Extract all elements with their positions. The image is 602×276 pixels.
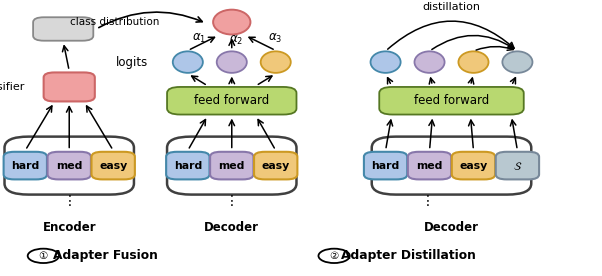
- FancyBboxPatch shape: [371, 137, 531, 195]
- Text: easy: easy: [99, 161, 127, 171]
- Text: hard: hard: [174, 161, 202, 171]
- Text: distillation: distillation: [423, 2, 480, 12]
- FancyBboxPatch shape: [210, 152, 253, 179]
- Text: $\alpha_3$: $\alpha_3$: [268, 32, 282, 45]
- Text: Adapter Distillation: Adapter Distillation: [341, 249, 476, 262]
- Ellipse shape: [459, 51, 489, 73]
- Text: easy: easy: [262, 161, 290, 171]
- FancyBboxPatch shape: [408, 152, 452, 179]
- Ellipse shape: [213, 10, 250, 34]
- Ellipse shape: [370, 51, 401, 73]
- Text: Adapter Fusion: Adapter Fusion: [53, 249, 158, 262]
- FancyBboxPatch shape: [379, 87, 524, 115]
- Text: $\alpha_2$: $\alpha_2$: [229, 34, 243, 47]
- FancyBboxPatch shape: [166, 152, 209, 179]
- FancyBboxPatch shape: [44, 72, 95, 101]
- Text: Encoder: Encoder: [42, 221, 96, 234]
- FancyBboxPatch shape: [167, 137, 297, 195]
- Text: feed forward: feed forward: [414, 94, 489, 107]
- Ellipse shape: [261, 51, 291, 73]
- Text: hard: hard: [11, 161, 39, 171]
- Ellipse shape: [173, 51, 203, 73]
- FancyBboxPatch shape: [254, 152, 297, 179]
- FancyBboxPatch shape: [167, 87, 297, 115]
- Text: classifier: classifier: [0, 82, 25, 92]
- Text: ②: ②: [329, 251, 339, 261]
- Ellipse shape: [217, 51, 247, 73]
- Text: ①: ①: [39, 251, 48, 261]
- Text: logits: logits: [116, 55, 149, 69]
- Text: feed forward: feed forward: [194, 94, 269, 107]
- Text: med: med: [56, 161, 82, 171]
- Text: hard: hard: [371, 161, 400, 171]
- FancyBboxPatch shape: [33, 17, 93, 41]
- FancyBboxPatch shape: [4, 152, 47, 179]
- Text: easy: easy: [459, 161, 488, 171]
- FancyBboxPatch shape: [452, 152, 495, 179]
- FancyBboxPatch shape: [364, 152, 407, 179]
- Text: med: med: [417, 161, 442, 171]
- FancyBboxPatch shape: [496, 152, 539, 179]
- Ellipse shape: [414, 51, 444, 73]
- FancyBboxPatch shape: [5, 137, 134, 195]
- Text: med: med: [219, 161, 245, 171]
- Text: Decoder: Decoder: [424, 221, 479, 234]
- Text: ⋮: ⋮: [62, 195, 76, 208]
- Text: ⋮: ⋮: [420, 195, 435, 208]
- FancyBboxPatch shape: [48, 152, 91, 179]
- Text: class distribution: class distribution: [70, 17, 159, 27]
- Text: ⋮: ⋮: [225, 195, 239, 208]
- Text: $\alpha_1$: $\alpha_1$: [191, 31, 206, 45]
- Text: Decoder: Decoder: [204, 221, 259, 234]
- Ellipse shape: [502, 51, 532, 73]
- FancyBboxPatch shape: [92, 152, 135, 179]
- Text: $\mathcal{S}$: $\mathcal{S}$: [513, 160, 522, 172]
